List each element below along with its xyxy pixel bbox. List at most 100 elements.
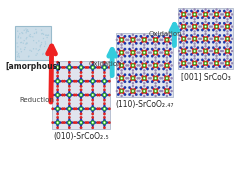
Circle shape: [194, 57, 196, 59]
Circle shape: [132, 64, 134, 66]
Circle shape: [219, 53, 221, 56]
Circle shape: [98, 66, 101, 69]
Circle shape: [183, 18, 185, 20]
Circle shape: [227, 33, 228, 35]
Circle shape: [80, 61, 82, 64]
Circle shape: [208, 29, 210, 31]
Circle shape: [68, 93, 71, 97]
Circle shape: [162, 48, 165, 50]
Circle shape: [56, 126, 59, 129]
Polygon shape: [191, 48, 198, 54]
Circle shape: [227, 18, 228, 20]
Polygon shape: [152, 75, 159, 82]
Circle shape: [216, 18, 217, 20]
Text: (110)-SrCoO₂.₄₇: (110)-SrCoO₂.₄₇: [115, 100, 174, 109]
Circle shape: [91, 66, 95, 69]
Circle shape: [121, 57, 123, 59]
Circle shape: [165, 77, 169, 80]
Circle shape: [68, 80, 70, 82]
Circle shape: [73, 108, 75, 110]
Circle shape: [80, 102, 82, 105]
Circle shape: [166, 39, 168, 41]
Polygon shape: [64, 117, 74, 128]
Circle shape: [117, 93, 119, 96]
Circle shape: [116, 90, 118, 92]
Circle shape: [204, 25, 207, 28]
Circle shape: [146, 61, 149, 63]
Circle shape: [216, 50, 217, 52]
Circle shape: [230, 59, 232, 61]
Circle shape: [132, 47, 134, 49]
Circle shape: [169, 42, 171, 45]
Circle shape: [39, 49, 40, 50]
Circle shape: [126, 52, 127, 54]
Circle shape: [154, 64, 157, 67]
Circle shape: [161, 52, 163, 54]
Polygon shape: [202, 60, 209, 67]
Circle shape: [73, 66, 75, 69]
Circle shape: [103, 93, 106, 97]
Circle shape: [143, 69, 145, 71]
Circle shape: [132, 34, 134, 36]
Circle shape: [96, 121, 99, 124]
Polygon shape: [130, 49, 136, 56]
Circle shape: [131, 77, 135, 80]
Circle shape: [194, 67, 196, 69]
Circle shape: [45, 41, 46, 43]
Circle shape: [226, 62, 229, 65]
Circle shape: [91, 93, 95, 97]
Circle shape: [79, 66, 83, 69]
Circle shape: [226, 25, 229, 28]
Polygon shape: [88, 62, 98, 73]
Circle shape: [179, 53, 181, 56]
Circle shape: [143, 82, 145, 84]
Polygon shape: [163, 49, 170, 56]
Circle shape: [132, 77, 134, 79]
Circle shape: [166, 64, 168, 66]
Circle shape: [197, 10, 199, 12]
Circle shape: [36, 31, 37, 33]
Circle shape: [40, 46, 41, 47]
Polygon shape: [152, 49, 159, 56]
Circle shape: [166, 34, 168, 36]
Circle shape: [68, 66, 71, 69]
Circle shape: [124, 81, 126, 83]
Circle shape: [186, 66, 188, 68]
Polygon shape: [224, 11, 231, 18]
Circle shape: [166, 52, 168, 53]
Circle shape: [148, 77, 150, 79]
Circle shape: [146, 93, 149, 96]
Circle shape: [151, 35, 153, 37]
Circle shape: [131, 51, 135, 54]
Circle shape: [61, 108, 64, 110]
Circle shape: [155, 90, 156, 92]
Circle shape: [116, 39, 118, 41]
Circle shape: [205, 9, 206, 11]
Circle shape: [211, 38, 213, 40]
Circle shape: [121, 82, 123, 84]
Circle shape: [57, 122, 59, 123]
Circle shape: [151, 48, 153, 50]
Polygon shape: [53, 117, 63, 128]
Circle shape: [117, 61, 119, 63]
Circle shape: [194, 45, 196, 47]
Circle shape: [52, 94, 54, 96]
Polygon shape: [163, 75, 170, 82]
Circle shape: [208, 59, 210, 61]
Polygon shape: [76, 62, 86, 73]
Circle shape: [193, 25, 196, 28]
Circle shape: [135, 74, 138, 76]
Circle shape: [187, 26, 189, 28]
Circle shape: [226, 37, 229, 41]
Circle shape: [140, 61, 142, 63]
Circle shape: [80, 80, 82, 82]
Circle shape: [61, 121, 64, 124]
Polygon shape: [213, 23, 220, 30]
Circle shape: [128, 86, 131, 89]
Circle shape: [138, 52, 140, 54]
Circle shape: [227, 21, 228, 23]
Circle shape: [128, 93, 131, 96]
Circle shape: [165, 38, 169, 42]
Circle shape: [128, 55, 131, 57]
Circle shape: [124, 35, 126, 37]
